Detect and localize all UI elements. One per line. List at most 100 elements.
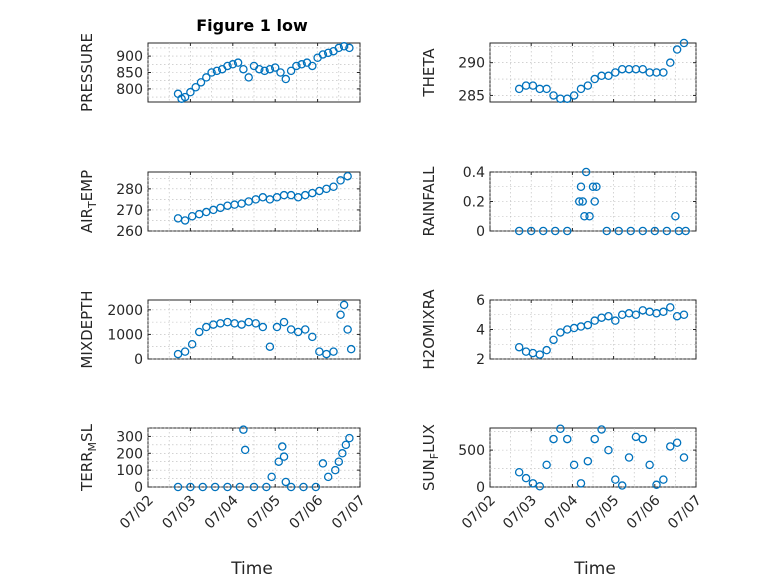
data-point (590, 74, 599, 84)
x-tick-label: 07/02 (117, 493, 157, 533)
data-point (251, 319, 261, 328)
x-tick-label: 07/03 (500, 493, 540, 533)
data-point (338, 449, 347, 458)
data-point (336, 310, 345, 319)
data-point (235, 482, 245, 492)
data-point (659, 68, 668, 77)
y-axis-label: SUNFLUX (420, 424, 441, 491)
x-tick-label: 07/02 (459, 493, 499, 533)
data-point (578, 197, 587, 206)
data-point (207, 68, 216, 77)
data-point (556, 328, 565, 337)
y-tick-label: 0 (134, 480, 143, 496)
data-point (659, 307, 668, 317)
figure-title: Figure 1 low (196, 16, 308, 35)
data-point (671, 211, 680, 221)
data-point (645, 460, 654, 470)
data-point (514, 226, 524, 236)
data-point (611, 68, 620, 77)
data-point (614, 226, 624, 236)
x-tick-label: 07/06 (624, 492, 664, 532)
data-point (535, 350, 545, 359)
data-point (336, 176, 345, 185)
data-point (576, 84, 586, 94)
data-point (666, 442, 675, 451)
data-point (556, 424, 565, 433)
y-tick-label: 900 (116, 49, 143, 65)
subplot-mixdepth: 0 1000 2000 MIXDEPTH (78, 290, 361, 369)
data-point (575, 197, 584, 206)
data-point (666, 303, 675, 312)
data-point (194, 327, 204, 337)
data-point (679, 453, 689, 462)
data-point (576, 479, 586, 488)
subplot-rainfall: 0 0.2 0.4 RAINFALL (420, 165, 697, 240)
data-point (569, 460, 579, 470)
data-point (299, 482, 308, 492)
data-point (196, 78, 206, 87)
data-point (343, 171, 352, 181)
data-point (318, 50, 328, 59)
data-point (173, 482, 183, 492)
data-point (180, 216, 190, 225)
data-point (239, 64, 248, 74)
data-point (659, 475, 668, 484)
data-point (262, 482, 271, 492)
data-point (590, 434, 599, 444)
data-point (592, 182, 601, 191)
data-point (542, 345, 551, 355)
x-tick-label: 07/04 (541, 492, 581, 532)
data-point (210, 482, 220, 492)
y-tick-label: 4 (476, 323, 485, 339)
data-point (212, 66, 222, 76)
data-point (563, 434, 572, 444)
y-axis-label: PRESSURE (78, 33, 96, 112)
subplot-theta: 285 290 THETA (420, 38, 697, 104)
y-tick-label: 2 (476, 352, 485, 368)
data-point (297, 60, 306, 69)
data-point (581, 167, 591, 177)
y-tick-label: 0.4 (463, 165, 485, 181)
data-point (638, 226, 648, 236)
data-point (239, 425, 248, 434)
x-tick-label: 07/06 (287, 492, 327, 532)
data-point (662, 226, 672, 236)
data-point (604, 445, 613, 455)
data-point (334, 43, 344, 53)
y-tick-label: 850 (116, 66, 143, 82)
y-tick-label: 280 (116, 182, 143, 198)
data-point (281, 74, 291, 84)
data-point (576, 182, 586, 191)
data-point (180, 347, 190, 356)
data-point (526, 226, 536, 236)
data-point (270, 63, 280, 72)
y-tick-label: 270 (116, 203, 143, 219)
subplot-h2omixra: 2 4 6 H2OMIXRA (420, 289, 697, 370)
y-tick-label: 300 (116, 429, 143, 445)
data-point (311, 482, 321, 492)
y-tick-label: 0 (134, 352, 143, 368)
y-tick-label: 6 (476, 293, 485, 309)
y-tick-label: 200 (116, 446, 143, 462)
x-axis-label-right: Time (573, 559, 616, 579)
data-point (279, 452, 289, 461)
data-point (278, 442, 287, 451)
data-point (244, 73, 253, 82)
data-point (652, 480, 661, 490)
data-point (590, 197, 599, 206)
data-point (339, 300, 349, 310)
data-point (276, 68, 285, 77)
data-point (672, 45, 682, 54)
data-point (514, 342, 524, 352)
y-tick-label: 1000 (107, 327, 143, 343)
data-point (666, 58, 675, 67)
data-point (228, 60, 238, 69)
data-point (538, 226, 548, 236)
data-point (549, 434, 558, 444)
data-point (638, 64, 648, 74)
data-point (343, 325, 352, 334)
data-point (585, 211, 594, 221)
data-point (624, 453, 634, 462)
data-point (650, 226, 660, 236)
